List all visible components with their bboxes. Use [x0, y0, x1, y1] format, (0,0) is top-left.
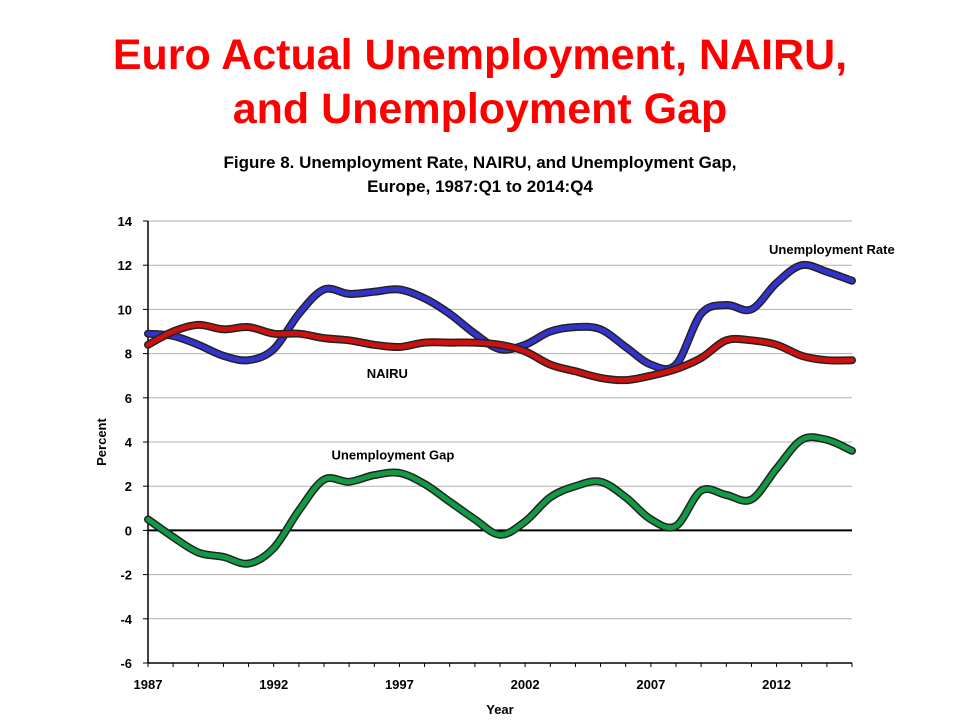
y-tick-label: 2	[125, 479, 132, 494]
y-axis-title: Percent	[94, 417, 109, 465]
series-annotation: Unemployment Rate	[769, 242, 895, 257]
series-line-unemployment-gap	[145, 434, 855, 567]
x-tick-label: 1992	[259, 677, 288, 692]
series-line-unemployment-rate	[145, 262, 855, 372]
series-annotation: Unemployment Gap	[332, 448, 455, 463]
y-tick-label: -6	[120, 656, 132, 671]
series-lines	[144, 260, 856, 568]
y-tick-label: 0	[125, 523, 132, 538]
slide-title: Euro Actual Unemployment, NAIRU, and Une…	[0, 28, 960, 136]
y-tick-label: 12	[118, 258, 132, 273]
annotations: Unemployment Rate NAIRU Unemployment Gap	[332, 242, 895, 463]
y-tick-label: -2	[120, 568, 132, 583]
chart-title-line1: Figure 8. Unemployment Rate, NAIRU, and …	[223, 153, 737, 172]
y-tick-label: -4	[120, 612, 132, 627]
chart-title-line2: Europe, 1987:Q1 to 2014:Q4	[367, 177, 593, 196]
x-axis-title: Year	[486, 702, 513, 717]
slide-title-line1: Euro Actual Unemployment, NAIRU,	[112, 31, 848, 79]
y-tick-label: 10	[118, 302, 132, 317]
series-annotation: NAIRU	[367, 366, 408, 381]
y-tick-label: 14	[118, 214, 133, 229]
x-tick-label: 2002	[511, 677, 540, 692]
x-tick-label: 2012	[762, 677, 791, 692]
x-tick-label: 2007	[636, 677, 665, 692]
slide-title-line2: and Unemployment Gap	[232, 85, 728, 133]
y-tick-label: 6	[125, 391, 132, 406]
y-tick-label: 4	[125, 435, 133, 450]
series-line-nairu	[145, 322, 855, 383]
y-tick-label: 8	[125, 347, 132, 362]
x-tick-label: 1987	[134, 677, 163, 692]
axes	[143, 220, 853, 667]
x-tick-label: 1997	[385, 677, 414, 692]
grid-lines	[148, 220, 852, 664]
chart-title: Figure 8. Unemployment Rate, NAIRU, and …	[0, 151, 960, 199]
